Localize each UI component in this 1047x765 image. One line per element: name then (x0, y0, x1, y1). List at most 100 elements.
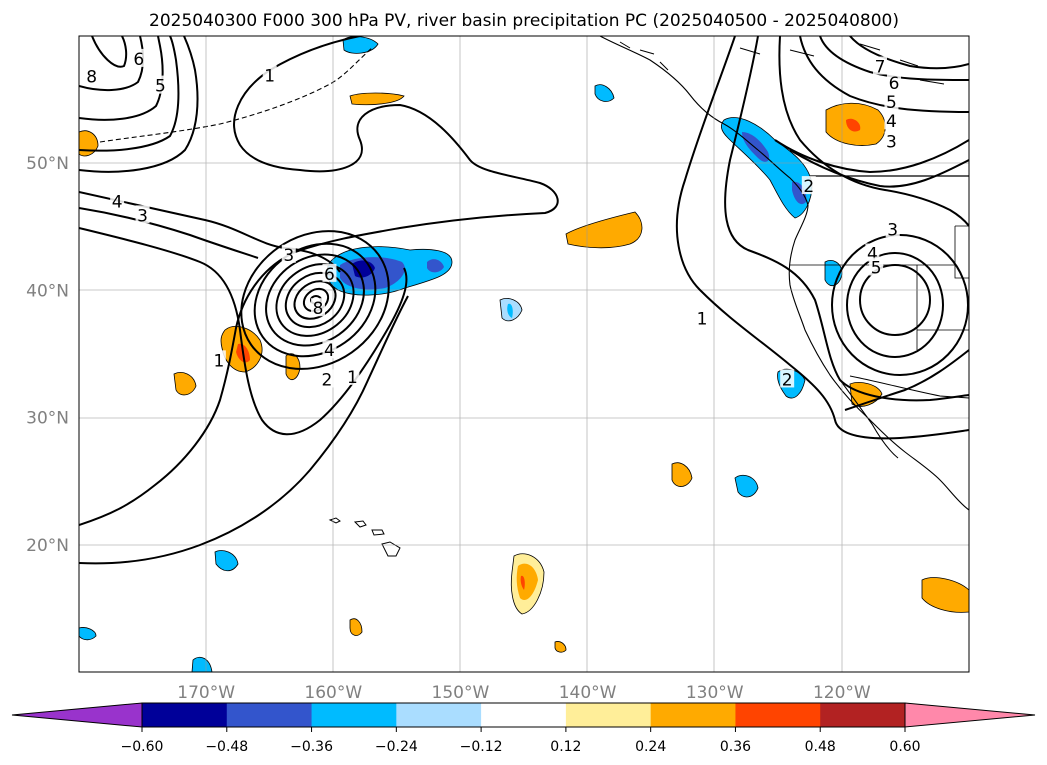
contour-label: 5 (886, 93, 897, 113)
map-frame (78, 35, 970, 673)
pv-contour-1 (79, 36, 559, 526)
colorbar-tick-label: 0.24 (635, 739, 666, 755)
negative-precip-area (594, 84, 615, 102)
pv-closed-contour (859, 264, 931, 336)
contour-label-background (135, 205, 150, 224)
contour-label-background (801, 176, 816, 195)
contour-label-background (84, 66, 99, 85)
negative-precip-area (734, 474, 759, 498)
pv-contour-east (778, 36, 969, 227)
colorbar-segment (481, 703, 567, 727)
pv-contour-1 (79, 295, 409, 565)
colorbar-tick-label: 0.12 (550, 739, 581, 755)
contour-label: 4 (867, 245, 878, 265)
northern-coast (619, 41, 945, 85)
colorbar-tick-label: 0.60 (889, 739, 920, 755)
contour-label-background (311, 298, 326, 317)
colorbar-tick-label: −0.36 (290, 739, 333, 755)
contour-label-background (322, 340, 337, 359)
longitude-tick-label: 160°W (304, 683, 362, 703)
us-mexico-border (849, 375, 969, 399)
contour-label-background (884, 111, 899, 130)
latitude-tick-label: 40°N (26, 281, 69, 301)
colorbar-segment (650, 703, 736, 727)
contour-label-background (873, 56, 887, 75)
contour-label-background (319, 369, 334, 388)
contour-label-background (886, 73, 901, 92)
pv-contour-west (79, 36, 164, 121)
contour-label: 8 (86, 68, 97, 88)
contour-label-background (780, 369, 795, 388)
precip-shading (79, 36, 969, 672)
negative-precip-area (427, 259, 444, 273)
pv-contour-east (819, 36, 969, 81)
contour-label-background (322, 263, 337, 282)
pv-contour-2 (79, 227, 408, 436)
positive-precip-area (921, 577, 969, 613)
pv-contour-4 (79, 207, 259, 259)
coastlines (99, 36, 969, 557)
contour-label: 3 (886, 133, 897, 153)
latitude-tick-label: 20°N (26, 536, 69, 556)
contour-label: 1 (264, 66, 275, 86)
positive-precip-area (516, 563, 538, 600)
contour-label: 6 (133, 50, 144, 70)
colorbar-segment (396, 703, 482, 727)
longitude-tick-labels: 170°W 160°W 150°W 140°W 130°W 120°W (177, 683, 871, 703)
colorbar-tick-label: 0.36 (720, 739, 751, 755)
colorbar-segment (311, 703, 397, 727)
contour-label-background (695, 308, 709, 327)
pv-closed-contour (265, 253, 365, 347)
hawaii-islands (328, 517, 401, 557)
negative-precip-area (79, 627, 97, 641)
pv-contour-west (91, 36, 128, 68)
colorbar-extend-low (11, 702, 143, 728)
contour-label: 6 (889, 74, 900, 94)
positive-precip-area (349, 92, 405, 106)
colorbar-tick-label: −0.12 (460, 739, 503, 755)
longitude-tick-label: 150°W (432, 683, 490, 703)
positive-precip-area (349, 618, 363, 636)
pv-contour-east (724, 36, 969, 402)
contour-label-background (211, 350, 226, 369)
contour-label: 1 (213, 351, 224, 371)
negative-precip-area (214, 550, 239, 572)
colorbar-segment (226, 703, 313, 727)
colorbar-tick-label: −0.60 (121, 739, 164, 755)
contour-label-background (345, 366, 360, 385)
longitude-tick-label: 170°W (177, 683, 235, 703)
pv-contour-3 (79, 191, 341, 273)
pv-closed-contour (831, 234, 969, 376)
contour-label: 6 (324, 265, 335, 285)
pv-contour-east (799, 36, 969, 113)
positive-precip-area (671, 462, 693, 487)
longitude-tick-label: 120°W (813, 683, 871, 703)
gridlines (79, 36, 969, 672)
pv-contour-east (844, 349, 969, 411)
longitude-tick-label: 130°W (686, 683, 744, 703)
positive-precip-area (520, 575, 525, 590)
latitude-tick-labels: 20°N 30°N 40°N 50°N (26, 154, 69, 556)
colorbar-segment (735, 703, 821, 727)
contour-label-background (885, 219, 900, 238)
positive-precip-area (554, 641, 567, 653)
colorbar-segment (142, 703, 228, 727)
colorbar-extend-high (904, 702, 1036, 728)
pv-closed-contour (240, 230, 390, 370)
baja-california (839, 379, 899, 459)
contour-label-background (281, 244, 296, 263)
contour-label-background (869, 257, 884, 276)
latitude-tick-label: 30°N (26, 409, 69, 429)
colorbar-segment (565, 703, 652, 727)
pv-closed-contour (846, 252, 944, 358)
alaska-bc-coastline (599, 36, 969, 511)
colorbar-tick-label: −0.24 (375, 739, 418, 755)
contour-label: 2 (803, 177, 814, 197)
negative-precip-area (507, 303, 513, 318)
contour-label-background (110, 191, 125, 210)
contour-label-background (884, 131, 899, 150)
contour-label-background (153, 75, 168, 94)
contour-label: 3 (137, 206, 148, 226)
aleutian-islands (99, 47, 373, 143)
latitude-tick-label: 50°N (26, 154, 69, 174)
